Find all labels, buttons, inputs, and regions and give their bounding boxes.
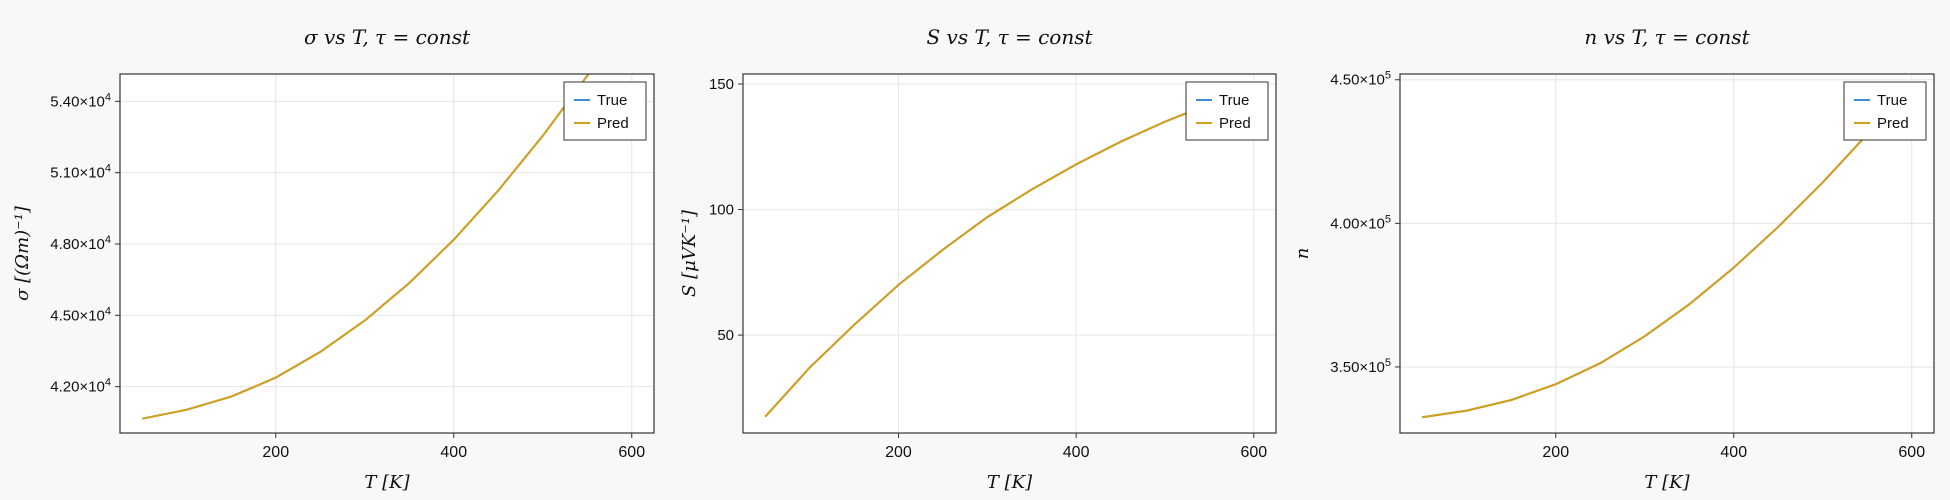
y-tick-exponent: 5 xyxy=(1385,213,1391,225)
y-tick-exponent: 5 xyxy=(1385,70,1391,82)
legend-label-pred: Pred xyxy=(1877,115,1909,132)
y-tick-exponent: 4 xyxy=(105,91,111,103)
legend-label-true: True xyxy=(1219,92,1249,109)
y-tick-exponent: 4 xyxy=(105,305,111,317)
legend-label-true: True xyxy=(1877,92,1907,109)
legend: True Pred xyxy=(1843,81,1927,141)
x-axis-label: T [K] xyxy=(364,472,410,493)
y-tick-mantissa: 4.50×10 xyxy=(50,307,105,324)
x-tick-label: 600 xyxy=(618,444,645,461)
y-tick-exponent: 4 xyxy=(105,234,111,246)
series-line-pred xyxy=(1422,107,1891,419)
y-tick-label: 4.80×104 xyxy=(50,234,111,253)
y-tick-mantissa: 100 xyxy=(709,202,734,219)
y-tick-mantissa: 3.50×10 xyxy=(1330,359,1385,376)
y-tick-mantissa: 5.10×10 xyxy=(50,165,105,182)
y-tick-mantissa: 4.00×10 xyxy=(1330,215,1385,232)
x-tick-label: 600 xyxy=(1898,444,1925,461)
x-axis-label: T [K] xyxy=(1644,472,1690,493)
chart-title: n vs T, τ = const xyxy=(1584,25,1750,49)
x-tick-label: 200 xyxy=(1542,444,1569,461)
y-tick-label: 150 xyxy=(709,76,734,93)
y-tick-exponent: 4 xyxy=(105,163,111,175)
y-tick-label: 4.20×104 xyxy=(50,377,111,396)
y-tick-mantissa: 4.80×10 xyxy=(50,236,105,253)
chart-panel-3: 200 400 6003.50×1054.00×1054.50×105TruePre… xyxy=(1292,25,1935,493)
legend-label-pred: Pred xyxy=(1219,115,1251,132)
chart-title: S vs T, τ = const xyxy=(926,25,1093,49)
y-tick-mantissa: 4.20×10 xyxy=(50,379,105,396)
series-line-pred xyxy=(764,95,1232,418)
y-axis-label: S [μVK⁻¹] xyxy=(679,209,700,297)
y-tick-exponent: 4 xyxy=(105,377,111,389)
y-tick-label: 5.40×104 xyxy=(50,91,111,110)
legend-box xyxy=(563,81,647,141)
x-tick-label: 600 xyxy=(1240,444,1267,461)
plot-frame xyxy=(742,73,1277,434)
legend: True Pred xyxy=(1185,81,1269,141)
y-tick-label: 3.50×105 xyxy=(1330,357,1391,376)
chart-title: σ vs T, τ = const xyxy=(304,25,471,49)
plot-frame xyxy=(119,73,655,434)
legend: True Pred xyxy=(563,81,647,141)
x-tick-label: 200 xyxy=(885,444,912,461)
y-tick-label: 100 xyxy=(709,202,734,219)
legend-label-pred: Pred xyxy=(597,115,629,132)
legend-box xyxy=(1185,81,1269,141)
y-axis-label: σ [(Ωm)⁻¹] xyxy=(12,205,33,301)
legend-box xyxy=(1843,81,1927,141)
y-axis-label: n xyxy=(1292,248,1313,260)
x-axis-label: T [K] xyxy=(987,472,1033,493)
y-tick-mantissa: 5.40×10 xyxy=(50,93,105,110)
plot-frame xyxy=(1399,73,1935,434)
y-tick-label: 50 xyxy=(717,327,734,344)
y-tick-label: 4.50×104 xyxy=(50,305,111,324)
x-tick-label: 200 xyxy=(262,444,289,461)
y-tick-mantissa: 4.50×10 xyxy=(1330,72,1385,89)
legend-label-true: True xyxy=(597,92,627,109)
x-tick-label: 400 xyxy=(1063,444,1090,461)
y-tick-exponent: 5 xyxy=(1385,357,1391,369)
chart-panel-2: 200 400 600 50 100 150 True Pred S vs T, τ = con… xyxy=(679,25,1277,493)
y-tick-label: 5.10×104 xyxy=(50,163,111,182)
series-line-pred xyxy=(142,74,590,420)
x-tick-label: 400 xyxy=(440,444,467,461)
y-tick-label: 4.00×105 xyxy=(1330,213,1391,232)
x-tick-label: 400 xyxy=(1720,444,1747,461)
y-tick-mantissa: 50 xyxy=(717,327,734,344)
y-tick-mantissa: 150 xyxy=(709,76,734,93)
chart-panel-1: 200 400 6004.20×1044.50×1044.80×1045.10×10… xyxy=(12,25,655,493)
y-tick-label: 4.50×105 xyxy=(1330,70,1391,89)
